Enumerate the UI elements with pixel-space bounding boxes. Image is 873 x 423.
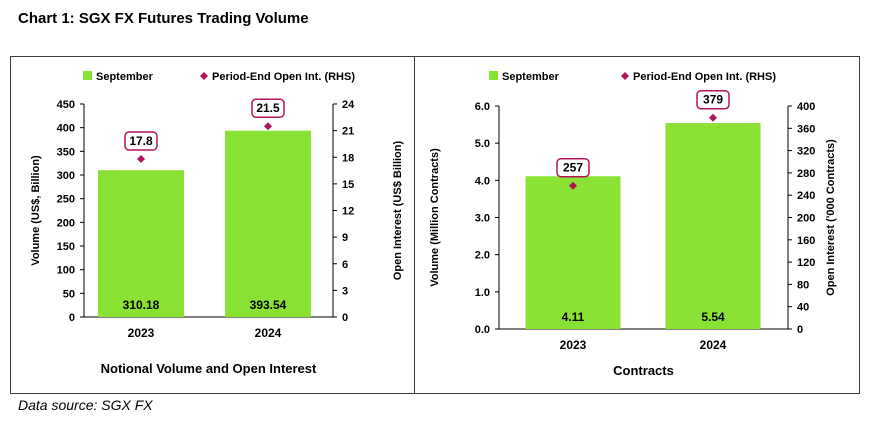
open-interest-value-label: 379 bbox=[703, 93, 723, 107]
left-tick-label: 150 bbox=[57, 241, 75, 253]
right-tick-label: 0 bbox=[342, 312, 348, 324]
left-tick-label: 50 bbox=[63, 288, 75, 300]
open-interest-value-label: 17.8 bbox=[129, 134, 153, 148]
right-tick-label: 240 bbox=[797, 190, 815, 202]
left-tick-label: 0 bbox=[69, 312, 75, 324]
left-tick-label: 300 bbox=[57, 170, 75, 182]
legend-diamond-icon bbox=[621, 72, 629, 80]
right-tick-label: 320 bbox=[797, 146, 815, 158]
y-axis-title: Volume (US$, Billion) bbox=[30, 155, 42, 266]
y2-axis-title: Open Interest (US$ Billion) bbox=[392, 140, 404, 280]
right-tick-label: 360 bbox=[797, 123, 815, 135]
data-label-box bbox=[124, 131, 158, 151]
left-tick-label: 100 bbox=[57, 265, 75, 277]
right-tick-label: 24 bbox=[342, 99, 355, 111]
category-label: 2024 bbox=[700, 338, 727, 352]
left-tick-label: 400 bbox=[57, 123, 75, 135]
data-label-box bbox=[696, 89, 730, 110]
right-tick-label: 6 bbox=[342, 259, 348, 271]
left-tick-label: 250 bbox=[57, 194, 75, 206]
bar bbox=[98, 170, 184, 317]
bar-value-label: 4.11 bbox=[562, 310, 585, 324]
right-tick-label: 280 bbox=[797, 168, 815, 180]
data-source: Data source: SGX FX bbox=[18, 397, 153, 413]
y-axis-title: Volume (Million Contracts) bbox=[429, 148, 441, 287]
left-tick-label: 1.0 bbox=[475, 287, 490, 299]
y2-axis-title: Open Interest ('000 Contracts) bbox=[825, 139, 837, 296]
right-tick-label: 0 bbox=[797, 324, 803, 336]
left-tick-label: 4.0 bbox=[475, 175, 490, 187]
legend-label-open-interest: Period-End Open Int. (RHS) bbox=[633, 71, 776, 83]
right-tick-label: 12 bbox=[342, 206, 354, 218]
data-label-box bbox=[556, 157, 590, 178]
left-tick-label: 3.0 bbox=[475, 213, 490, 225]
right-tick-label: 3 bbox=[342, 285, 348, 297]
right-tick-label: 18 bbox=[342, 152, 354, 164]
legend-label-open-interest: Period-End Open Int. (RHS) bbox=[212, 71, 355, 83]
left-tick-label: 450 bbox=[57, 99, 75, 111]
bar-value-label: 310.18 bbox=[123, 298, 160, 312]
legend-label-bar: September bbox=[502, 71, 560, 83]
right-tick-label: 9 bbox=[342, 232, 348, 244]
right-tick-label: 80 bbox=[797, 279, 809, 291]
left-tick-label: 6.0 bbox=[475, 101, 490, 113]
data-label-box bbox=[251, 98, 285, 118]
category-label: 2023 bbox=[560, 338, 587, 352]
open-interest-value-label: 257 bbox=[563, 161, 583, 175]
left-tick-label: 0.0 bbox=[475, 324, 490, 336]
bar bbox=[665, 123, 761, 329]
left-tick-label: 5.0 bbox=[475, 138, 490, 150]
left-tick-label: 2.0 bbox=[475, 250, 490, 262]
contracts-chart: September Period-End Open Int. (RHS) 0.0 1.… bbox=[429, 71, 837, 378]
legend-swatch-bar bbox=[489, 71, 498, 80]
right-tick-label: 400 bbox=[797, 101, 815, 113]
bar bbox=[225, 130, 311, 317]
notional-volume-chart: September Period-End Open Int. (RHS) 0 50 10… bbox=[30, 71, 404, 376]
bar-value-label: 5.54 bbox=[701, 310, 725, 324]
open-interest-marker bbox=[709, 113, 717, 122]
right-tick-label: 21 bbox=[342, 126, 354, 138]
bar bbox=[525, 176, 621, 329]
legend-diamond-icon bbox=[200, 72, 208, 80]
left-tick-label: 200 bbox=[57, 217, 75, 229]
chart-title: Chart 1: SGX FX Futures Trading Volume bbox=[18, 10, 309, 27]
right-tick-label: 200 bbox=[797, 213, 815, 225]
open-interest-marker bbox=[264, 122, 272, 131]
charts-frame: September Period-End Open Int. (RHS) 0 50 10… bbox=[10, 56, 860, 394]
legend-label-bar: September bbox=[96, 71, 154, 83]
open-interest-marker bbox=[137, 155, 145, 164]
bar-value-label: 393.54 bbox=[250, 298, 287, 312]
category-label: 2024 bbox=[255, 326, 282, 340]
category-label: 2023 bbox=[128, 326, 155, 340]
right-tick-label: 40 bbox=[797, 302, 809, 314]
right-tick-label: 160 bbox=[797, 235, 815, 247]
chart-subtitle: Contracts bbox=[613, 363, 674, 378]
left-tick-label: 350 bbox=[57, 146, 75, 158]
panel-divider bbox=[414, 57, 415, 393]
open-interest-marker bbox=[569, 181, 577, 190]
chart-subtitle: Notional Volume and Open Interest bbox=[101, 361, 317, 376]
open-interest-value-label: 21.5 bbox=[256, 101, 280, 115]
right-tick-label: 15 bbox=[342, 179, 354, 191]
right-tick-label: 120 bbox=[797, 257, 815, 269]
legend-swatch-bar bbox=[83, 71, 92, 80]
